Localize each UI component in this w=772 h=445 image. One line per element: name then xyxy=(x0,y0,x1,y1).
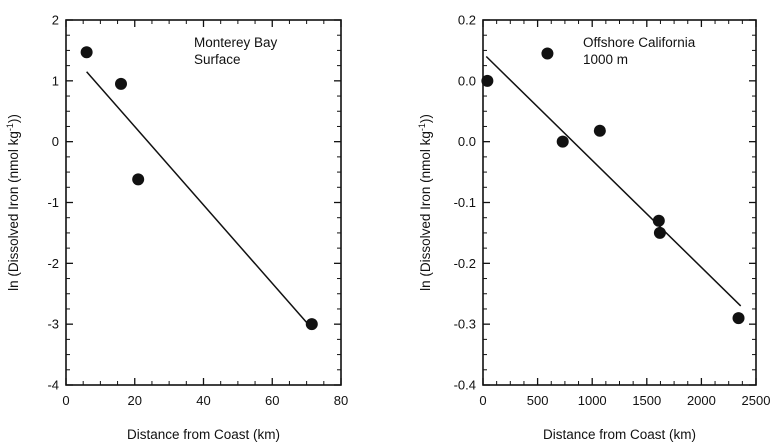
panel-2-y-tick-label: 0.0 xyxy=(458,134,476,149)
panel-1-data-point xyxy=(115,77,127,90)
panel-2-y-tick-label: 0.0 xyxy=(458,73,476,88)
panel-2-x-tick-label: 2500 xyxy=(742,393,771,408)
panel-1-x-tick-label: 80 xyxy=(334,393,348,408)
panel-1-x-tick-label: 20 xyxy=(128,393,142,408)
panel-2-x-tick-label: 2000 xyxy=(687,393,716,408)
panel-2-data-point xyxy=(732,312,745,325)
panel-2-x-axis-title: Distance from Coast (km) xyxy=(543,427,696,442)
panel-2-y-tick-label: -0.3 xyxy=(454,317,476,332)
panel-2-x-tick-label: 1500 xyxy=(632,393,661,408)
panel-2-data-point xyxy=(541,47,554,60)
panel-offshore-california: 0 500 1000 1500 2000 2500 0.2 0.0 0.0 -0.1 -0.2 -0.… xyxy=(417,13,770,443)
panel-2-y-tick-label: -0.2 xyxy=(454,256,476,271)
panel-monterey-bay: 0 20 40 60 80 2 1 0 -1 -2 -3 -4 Monterey Bay Surface D… xyxy=(5,13,348,443)
panel-1-y-axis-title-end: )) xyxy=(6,114,21,123)
panel-2-data-point xyxy=(481,74,494,87)
panel-2-fit-line xyxy=(485,55,742,307)
panel-1-annotation-line: Monterey Bay xyxy=(194,35,278,50)
panel-1-annotation-line: Surface xyxy=(194,52,241,67)
panel-2-data-point xyxy=(593,124,606,137)
panel-2-x-tick-label: 0 xyxy=(479,393,486,408)
panel-1-x-tick-label: 0 xyxy=(62,393,69,408)
panel-2-x-tick-label: 1000 xyxy=(578,393,607,408)
panel-2-data-point xyxy=(653,226,666,239)
panel-1-data-point xyxy=(80,46,93,59)
panel-1-y-axis-title: ln (Dissolved Iron (nmol kg-1)) xyxy=(5,114,21,291)
panel-1-y-tick-label: -1 xyxy=(47,195,59,210)
panel-1-data-point xyxy=(132,173,145,186)
panel-2-data-point xyxy=(556,135,569,148)
panel-2-y-axis-title-main: ln (Dissolved Iron (nmol kg xyxy=(418,131,433,291)
panel-1-data-point xyxy=(305,318,318,331)
panel-2-annotation: Offshore California 1000 m xyxy=(583,35,696,67)
panel-1-y-tick-label: 1 xyxy=(52,73,59,88)
panel-2-y-axis-title-sup: -1 xyxy=(417,123,427,131)
panel-2-plot-frame xyxy=(482,19,757,386)
panel-1-y-axis-title-sup: -1 xyxy=(5,123,15,131)
panel-1-annotation: Monterey Bay Surface xyxy=(194,35,278,67)
panel-2-y-axis-title: ln (Dissolved Iron (nmol kg-1)) xyxy=(417,114,433,291)
panel-1-fit-line xyxy=(86,71,313,329)
panel-1-y-tick-label: -3 xyxy=(47,317,59,332)
panel-2-x-tick-label: 500 xyxy=(527,393,549,408)
panel-2-annotation-line: Offshore California xyxy=(583,35,696,50)
panel-1-y-axis-title-main: ln (Dissolved Iron (nmol kg xyxy=(6,131,21,291)
panel-2-y-axis-title-end: )) xyxy=(418,114,433,123)
panel-1-x-axis-title: Distance from Coast (km) xyxy=(127,427,280,442)
panel-2-y-tick-label: -0.4 xyxy=(454,378,476,393)
panel-1-x-tick-label: 40 xyxy=(196,393,210,408)
panel-1-y-tick-label: -4 xyxy=(47,378,59,393)
panel-2-y-tick-label: 0.2 xyxy=(458,13,476,28)
panel-1-plot-frame xyxy=(65,19,342,386)
panel-2-data-point xyxy=(652,214,665,227)
panel-2-y-tick-label: -0.1 xyxy=(454,195,476,210)
panel-1-y-tick-label: 2 xyxy=(52,13,59,28)
panel-2-annotation-line: 1000 m xyxy=(583,52,628,67)
panel-1-y-tick-label: -2 xyxy=(47,256,59,271)
panel-1-y-tick-label: 0 xyxy=(52,134,59,149)
panel-1-x-tick-label: 60 xyxy=(265,393,279,408)
